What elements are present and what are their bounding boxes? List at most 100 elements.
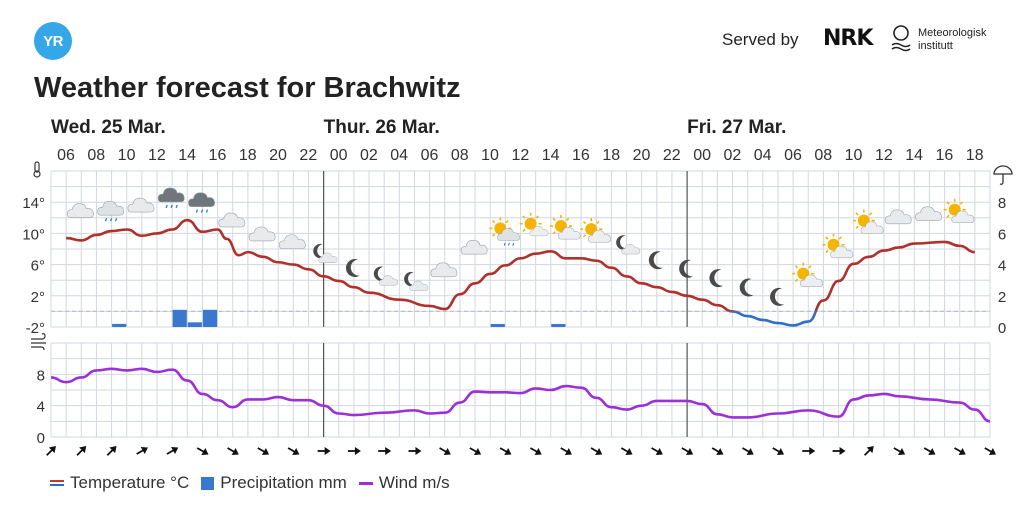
- dark-cloud-rain-icon: [188, 192, 215, 213]
- met-line-2: institutt: [918, 40, 953, 52]
- hour-label: 02: [723, 147, 741, 164]
- sun-cloud-icon: [580, 218, 611, 243]
- hour-label: 04: [390, 147, 408, 164]
- dark-cloud-rain-icon: [157, 187, 185, 209]
- legend-wind: Wind m/s: [358, 473, 450, 493]
- precip-tick: 0: [998, 320, 1006, 337]
- yr-logo[interactable]: YR: [34, 22, 72, 60]
- met-line-1: Meteorologisk: [918, 27, 987, 39]
- wind-arrow-icon: [76, 446, 87, 456]
- precipitation-bar: [202, 309, 218, 327]
- legend-temperature-label: Temperature °C: [70, 473, 190, 492]
- wind-arrow-icon: [529, 447, 542, 455]
- day-label: Wed. 25 Mar.: [51, 117, 166, 138]
- moon-cloud-icon: [313, 243, 338, 263]
- temperature-line-cold: [727, 311, 818, 327]
- temp-tick: -2°: [26, 320, 45, 337]
- hour-label: 12: [148, 147, 166, 164]
- met-logo-text[interactable]: Meteorologisk institutt: [918, 27, 986, 53]
- sun-cloud-icon: [549, 215, 581, 240]
- moon-cloud-icon: [404, 271, 429, 291]
- precipitation-swatch: [201, 476, 215, 490]
- hour-label: 18: [602, 147, 620, 164]
- temp-tick: 6°: [31, 258, 45, 275]
- hour-label: 20: [633, 147, 651, 164]
- hour-label: 12: [511, 147, 529, 164]
- day-label: Thur. 26 Mar.: [324, 117, 440, 138]
- hour-label: 16: [936, 147, 954, 164]
- hour-label: 16: [209, 147, 227, 164]
- umbrella-icon: [993, 165, 1013, 185]
- hour-label: 20: [269, 147, 287, 164]
- legend-temperature: Temperature °C: [50, 473, 189, 493]
- wind-arrow-icon: [984, 447, 997, 455]
- wind-arrow-icon: [196, 447, 209, 455]
- hour-label: 02: [360, 147, 378, 164]
- cloud-icon: [884, 209, 912, 225]
- cloud-icon: [127, 197, 155, 213]
- cloud-rain-icon: [97, 200, 125, 222]
- precipitation-bar: [490, 324, 505, 327]
- forecast-chart: Wed. 25 Mar. Thur. 26 Mar. Fri. 27 Mar.06 0…: [22, 117, 1013, 456]
- wind-arrow-icon: [499, 447, 512, 455]
- wind-arrow-icon: [590, 447, 603, 455]
- hour-label: 00: [693, 147, 711, 164]
- precipitation-bar: [187, 322, 202, 327]
- cloud-icon: [66, 203, 94, 218]
- wind-arrow-icon: [863, 446, 874, 456]
- nrk-logo[interactable]: NRK: [823, 26, 873, 51]
- wind-tick: 8: [37, 367, 45, 384]
- hour-label: 18: [966, 147, 984, 164]
- wind-arrow-icon: [439, 447, 451, 455]
- legend-precipitation-label: Precipitation mm: [220, 473, 347, 492]
- hour-label: 12: [875, 147, 893, 164]
- hour-label: 22: [299, 147, 317, 164]
- legend: Temperature °C Precipitation mm Wind m/s: [50, 473, 462, 493]
- hour-label: 14: [542, 147, 560, 164]
- wind-arrow-icon: [620, 447, 633, 455]
- precip-tick: 8: [998, 195, 1006, 212]
- sun-cloud-icon: [852, 209, 884, 234]
- moon-icon: [648, 251, 663, 270]
- wind-arrow-icon: [802, 447, 816, 455]
- wind-arrow-icon: [742, 447, 754, 455]
- moon-cloud-icon: [373, 266, 398, 286]
- temperature-swatch: [50, 480, 64, 486]
- page-title: Weather forecast for Brachwitz: [34, 72, 461, 104]
- legend-precipitation: Precipitation mm: [201, 473, 347, 493]
- moon-cloud-icon: [616, 235, 641, 255]
- sun-cloud-rain-icon: [489, 217, 520, 246]
- wind-arrow-icon: [469, 447, 482, 455]
- sun-cloud-icon: [943, 198, 975, 224]
- wind-arrow-icon: [166, 447, 179, 455]
- wind-swatch: [358, 481, 373, 485]
- hour-label: 14: [178, 147, 196, 164]
- hour-label: 10: [481, 147, 499, 164]
- wind-arrow-icon: [408, 447, 422, 455]
- hour-label: 08: [451, 147, 469, 164]
- thermometer-icon: [33, 161, 41, 178]
- wind-arrow-icon: [681, 447, 694, 455]
- wind-arrow-icon: [711, 447, 724, 455]
- sun-icon: [519, 212, 549, 237]
- hour-label: 16: [572, 147, 590, 164]
- sun-cloud-icon: [822, 233, 854, 259]
- cloud-icon: [218, 212, 246, 228]
- wind-tick: 4: [37, 399, 45, 416]
- temperature-line-warm: [66, 218, 975, 312]
- wind-arrow-icon: [651, 447, 663, 455]
- wind-arrow-icon: [46, 446, 56, 456]
- sun-cloud-icon: [792, 262, 823, 287]
- wind-arrow-icon: [923, 447, 936, 455]
- cloud-icon: [430, 262, 458, 278]
- moon-icon: [709, 269, 724, 288]
- hour-label: 06: [57, 147, 75, 164]
- wind-arrow-icon: [227, 447, 239, 455]
- hour-label: 14: [905, 147, 923, 164]
- hour-label: 10: [118, 147, 136, 164]
- cloud-icon: [460, 239, 488, 255]
- wind-arrow-icon: [832, 447, 846, 455]
- wind-arrow-icon: [772, 447, 785, 455]
- temp-tick: 14°: [22, 195, 45, 212]
- hour-label: 00: [330, 147, 348, 164]
